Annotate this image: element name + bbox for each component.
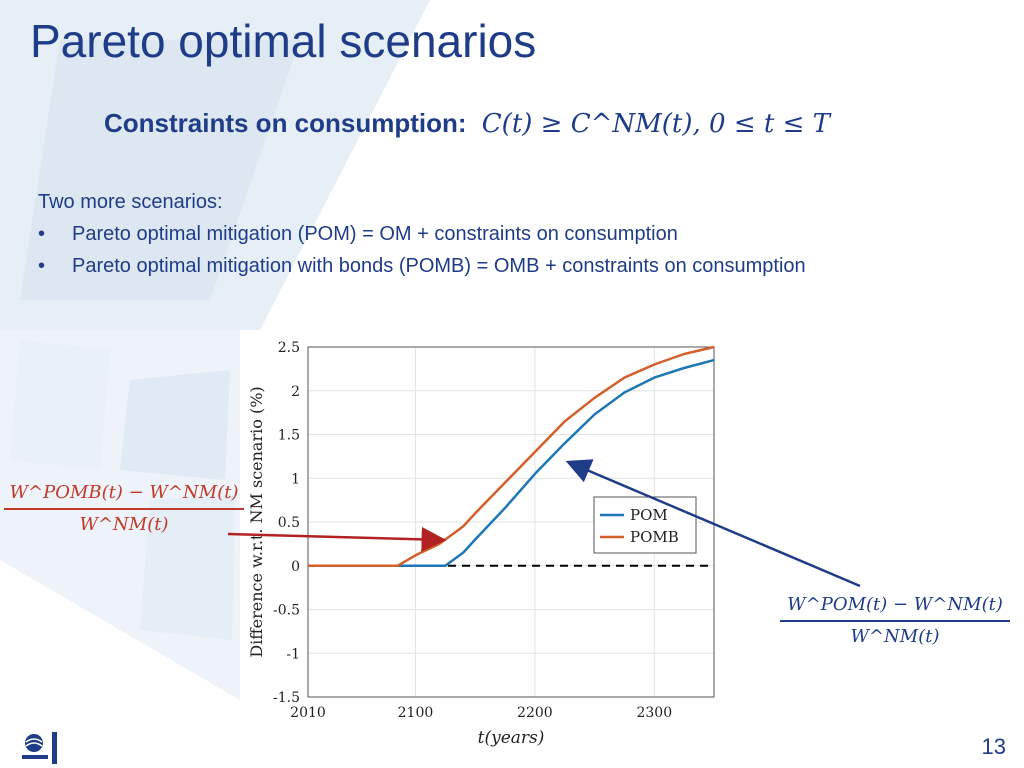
legend-label: POMB (630, 528, 679, 546)
x-tick-label: 2300 (636, 705, 672, 721)
scenario-list: Two more scenarios: • Pareto optimal miti… (38, 186, 806, 282)
page-number: 13 (981, 734, 1006, 759)
y-tick-label: -1 (286, 646, 300, 662)
x-tick-label: 2100 (398, 705, 434, 721)
constraint-math: C(t) ≥ C^NM(t), 0 ≤ t ≤ T (481, 109, 831, 139)
series-line-pomb (308, 345, 715, 568)
bullet-item: • Pareto optimal mitigation with bonds (P… (38, 250, 806, 282)
series-line-pom (308, 358, 715, 568)
footer-divider (52, 732, 57, 764)
pomb-fraction: W^POMB(t) − W^NM(t) W^NM(t) (4, 480, 244, 538)
slide-title: Pareto optimal scenarios (30, 15, 537, 67)
pom-numerator: W^POM(t) − W^NM(t) (787, 594, 1003, 615)
x-axis-label: t(years) (478, 728, 545, 748)
bullet-item: • Pareto optimal mitigation (POM) = OM + … (38, 218, 806, 250)
bullet-icon: • (38, 223, 46, 245)
bullet-icon: • (38, 255, 46, 277)
pom-fraction: W^POM(t) − W^NM(t) W^NM(t) (780, 592, 1010, 650)
intro-text: Two more scenarios: (38, 191, 223, 213)
y-tick-label: 2 (291, 384, 300, 400)
y-tick-label: 2.5 (278, 340, 300, 356)
y-axis-label: Difference w.r.t. NM scenario (%) (247, 386, 266, 657)
fraction-bar (4, 508, 244, 510)
y-tick-label: 0.5 (278, 515, 300, 531)
x-tick-label: 2010 (290, 705, 326, 721)
y-tick-label: 1 (291, 471, 300, 487)
y-tick-label: 1.5 (278, 428, 300, 444)
y-tick-label: -0.5 (273, 603, 300, 619)
x-tick-label: 2200 (517, 705, 553, 721)
fraction-bar (780, 620, 1010, 622)
iiasa-logo (22, 734, 48, 759)
constraint-line: Constraints on consumption: C(t) ≥ C^NM(… (104, 108, 830, 139)
chart-container: -1.5 -1 -0.5 0 0.5 1 1.5 2 2.5 2010 2100 2200 2300 t(… (240, 335, 724, 755)
pom-denominator: W^NM(t) (850, 626, 940, 647)
legend-label: POM (630, 506, 668, 524)
constraint-label: Constraints on consumption: (104, 108, 467, 138)
pomb-denominator: W^NM(t) (79, 514, 169, 535)
line-chart: -1.5 -1 -0.5 0 0.5 1 1.5 2 2.5 2010 2100 2200 2300 t(… (247, 340, 715, 748)
bullet-text: Pareto optimal mitigation with bonds (PO… (72, 255, 806, 277)
bullet-text: Pareto optimal mitigation (POM) = OM + c… (72, 223, 678, 245)
pomb-numerator: W^POMB(t) − W^NM(t) (9, 482, 239, 503)
y-tick-label: 0 (291, 559, 300, 575)
y-tick-label: -1.5 (273, 690, 300, 706)
